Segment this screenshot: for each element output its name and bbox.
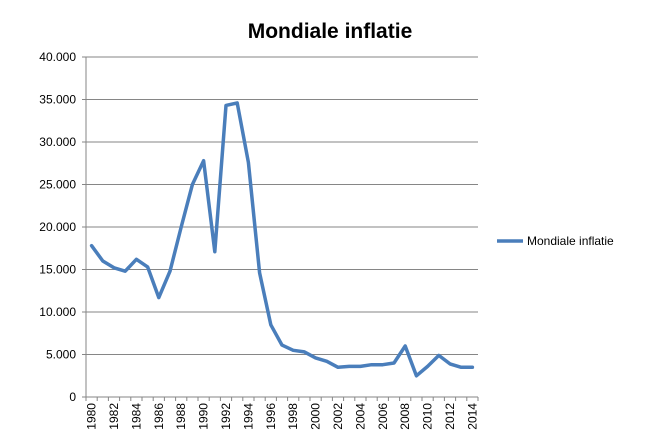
x-tick-label: 1986 bbox=[152, 403, 166, 430]
x-tick-label: 1982 bbox=[107, 403, 121, 430]
y-tick-label: 40.000 bbox=[39, 50, 76, 64]
gridlines bbox=[86, 56, 478, 355]
x-tick-label: 2014 bbox=[465, 403, 479, 430]
series-lines bbox=[89, 101, 475, 378]
x-tick-label: 1984 bbox=[129, 403, 143, 430]
chart-title: Mondiale inflatie bbox=[248, 20, 413, 43]
y-tick-label: 15.000 bbox=[39, 263, 76, 277]
y-tick-label: 30.000 bbox=[39, 135, 76, 149]
legend: Mondiale inflatie bbox=[497, 234, 614, 248]
x-tick-label: 1990 bbox=[197, 403, 211, 430]
x-tick-label: 1996 bbox=[264, 403, 278, 430]
x-tick-label: 2002 bbox=[331, 403, 345, 430]
x-tick-label: 2006 bbox=[376, 403, 390, 430]
y-tick-label: 0 bbox=[69, 390, 76, 404]
x-axis: 1980 1982 1984 1986 1988 1990 1992 1994 1996 1998… bbox=[85, 396, 479, 430]
series-line-0 bbox=[89, 101, 475, 378]
x-tick-label: 2004 bbox=[353, 403, 367, 430]
y-tick-label: 10.000 bbox=[39, 305, 76, 319]
y-tick-label: 20.000 bbox=[39, 220, 76, 234]
x-tick-label: 1988 bbox=[174, 403, 188, 430]
x-tick-label: 2000 bbox=[309, 403, 323, 430]
x-tick-label: 2008 bbox=[398, 403, 412, 430]
y-tick-label: 25.000 bbox=[39, 178, 76, 192]
y-axis: 0 5.000 10.000 15.000 20.000 25.000 30.000 35.0… bbox=[39, 50, 87, 404]
x-tick-label: 2010 bbox=[421, 403, 435, 430]
y-tick-label: 35.000 bbox=[39, 93, 76, 107]
x-tick-label: 1998 bbox=[286, 403, 300, 430]
legend-label: Mondiale inflatie bbox=[527, 234, 614, 248]
y-tick-label: 5.000 bbox=[46, 348, 76, 362]
x-tick-label: 1980 bbox=[85, 403, 99, 430]
x-tick-label: 1992 bbox=[219, 403, 233, 430]
x-tick-label: 1994 bbox=[241, 403, 255, 430]
x-tick-label: 2012 bbox=[443, 403, 457, 430]
